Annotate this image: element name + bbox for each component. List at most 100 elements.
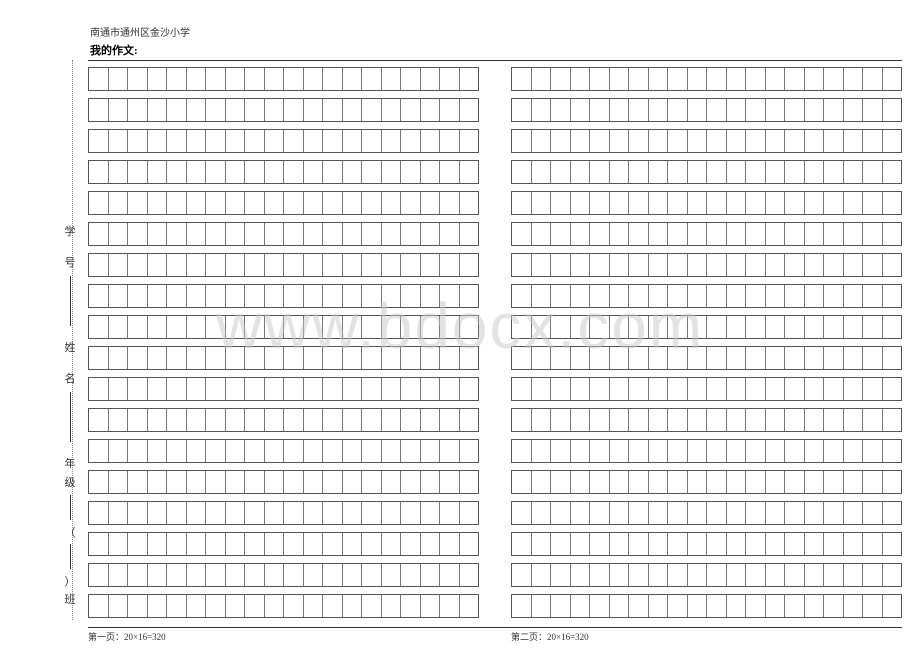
grid-cell [805, 533, 825, 555]
grid-row-wrap [88, 284, 479, 308]
grid-cell [109, 502, 129, 524]
grid-cell [440, 130, 460, 152]
grid-cell [532, 99, 552, 121]
grid-cell [128, 533, 148, 555]
grid-cell [766, 564, 786, 586]
grid-cell [707, 409, 727, 431]
grid-cell [245, 285, 265, 307]
grid-cell [571, 223, 591, 245]
grid-cell [460, 440, 479, 462]
grid-cell [649, 347, 669, 369]
grid-cell [128, 161, 148, 183]
grid-cell [610, 440, 630, 462]
grid-cell [551, 471, 571, 493]
grid-cell [785, 378, 805, 400]
grid-cell [382, 533, 402, 555]
grid-row-wrap [88, 439, 479, 463]
grid-cell [649, 192, 669, 214]
grid-cell [590, 347, 610, 369]
grid-cell [167, 192, 187, 214]
grid-row-wrap [88, 532, 479, 556]
grid-cell [284, 409, 304, 431]
grid-cell [401, 161, 421, 183]
grid-cell [421, 378, 441, 400]
grid-cell [532, 440, 552, 462]
grid-cell [148, 130, 168, 152]
grid-cell [746, 285, 766, 307]
grid-cell [727, 595, 747, 617]
grid-cell [766, 161, 786, 183]
grid-cell [668, 347, 688, 369]
grid-row [88, 98, 479, 122]
grid-cell [805, 409, 825, 431]
grid-cell [245, 595, 265, 617]
grid-cell [284, 99, 304, 121]
grid-cell [421, 192, 441, 214]
grid-cell [148, 223, 168, 245]
grid-cell [610, 68, 630, 90]
grid-cell [401, 316, 421, 338]
grid-cell [167, 471, 187, 493]
grid-cell [167, 99, 187, 121]
grid-cell [440, 378, 460, 400]
grid-cell [824, 254, 844, 276]
name-char-1: 姓 [65, 343, 76, 354]
grid-cell [265, 378, 285, 400]
grid-cell [323, 316, 343, 338]
grid-cell [167, 68, 187, 90]
grid-cell [590, 285, 610, 307]
grid-row [511, 253, 902, 277]
grid-cell [571, 471, 591, 493]
grid-cell [883, 409, 902, 431]
grid-cell [226, 595, 246, 617]
grid-cell [629, 99, 649, 121]
grid-cell [571, 440, 591, 462]
grid-row [88, 284, 479, 308]
grid-cell [610, 192, 630, 214]
name-group: 姓 名 [65, 339, 76, 445]
grid-cell [532, 192, 552, 214]
grid-cell [610, 533, 630, 555]
grid-cell [343, 99, 363, 121]
grid-cell [512, 285, 532, 307]
grid-cell [512, 192, 532, 214]
grid-cell [343, 440, 363, 462]
grid-cell [824, 99, 844, 121]
grid-cell [551, 347, 571, 369]
grid-row [511, 284, 902, 308]
grid-row [88, 191, 479, 215]
grid-cell [128, 130, 148, 152]
grid-cell [89, 440, 109, 462]
grid-cell [343, 502, 363, 524]
grid-cell [421, 316, 441, 338]
grid-row [88, 346, 479, 370]
grid-cell [688, 471, 708, 493]
grid-cell [727, 502, 747, 524]
grid-cell [421, 533, 441, 555]
grid-cell [590, 409, 610, 431]
grid-cell [343, 595, 363, 617]
grid-cell [824, 130, 844, 152]
grid-cell [304, 347, 324, 369]
grid-cell [401, 409, 421, 431]
grid-cell [421, 130, 441, 152]
grid-cell [245, 99, 265, 121]
grid-row-wrap [88, 315, 479, 339]
grid-cell [883, 533, 902, 555]
grid-cell [746, 130, 766, 152]
grid-row-wrap [88, 346, 479, 370]
grid-cell [532, 347, 552, 369]
grid-cell [440, 347, 460, 369]
grid-cell [128, 347, 148, 369]
grid-cell [460, 223, 479, 245]
grid-cell [629, 378, 649, 400]
grid-cell [707, 595, 727, 617]
grid-cell [649, 471, 669, 493]
grid-cell [629, 471, 649, 493]
grid-cell [109, 533, 129, 555]
grid-cell [382, 68, 402, 90]
grid-cell [746, 595, 766, 617]
grid-cell [766, 130, 786, 152]
grid-cell [460, 161, 479, 183]
grid-cell [824, 595, 844, 617]
